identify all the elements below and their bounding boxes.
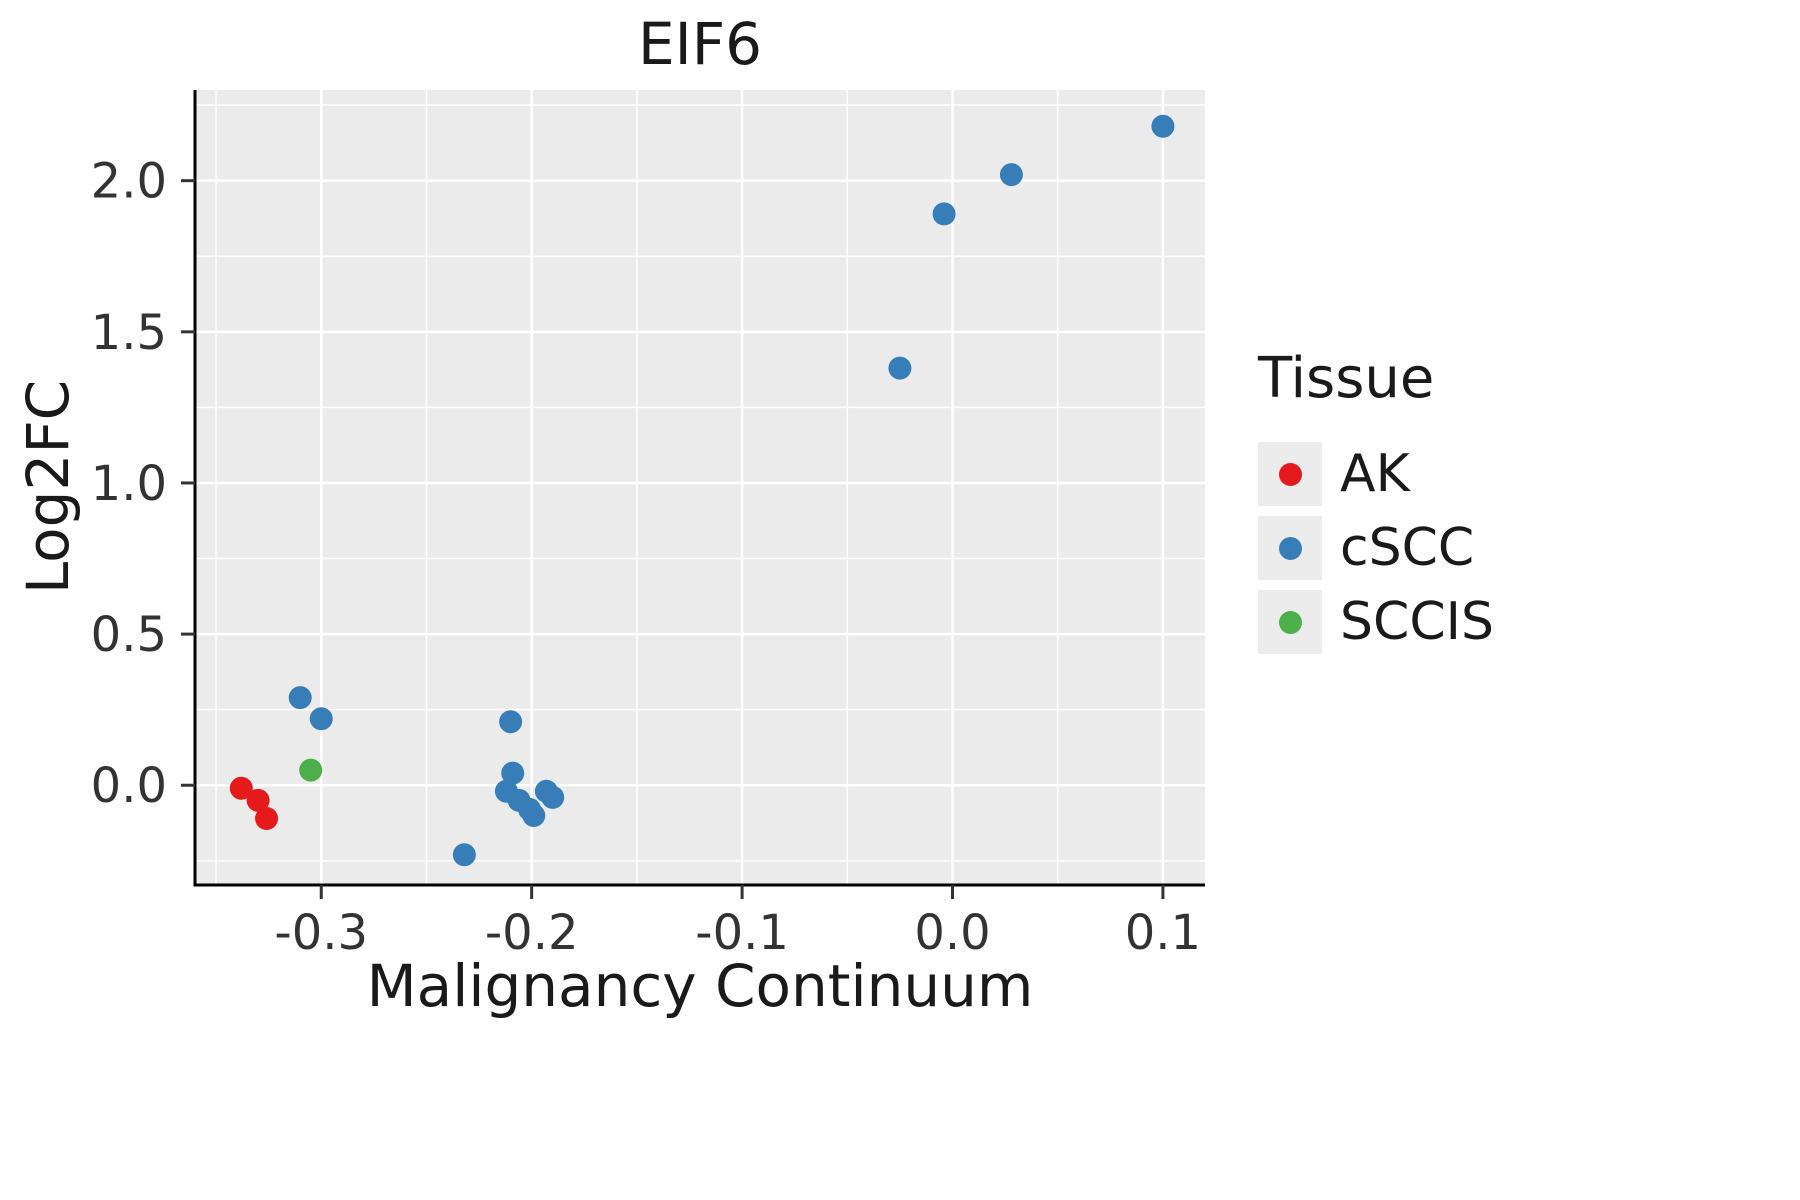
- legend-item-cSCC: cSCC: [1258, 511, 1494, 585]
- legend-item-AK: AK: [1258, 437, 1494, 511]
- legend-label-cSCC: cSCC: [1340, 518, 1475, 578]
- legend-dot-icon-SCCIS: [1278, 610, 1302, 634]
- legend-key-cSCC: [1258, 516, 1322, 580]
- legend-label-SCCIS: SCCIS: [1340, 592, 1494, 652]
- data-point-cSCC: [888, 356, 912, 380]
- x-tick-label: 0.1: [1125, 905, 1201, 961]
- data-point-AK: [255, 806, 279, 830]
- y-tick-label: 0.0: [91, 758, 167, 814]
- data-point-AK: [229, 776, 253, 800]
- x-axis-label: Malignancy Continuum: [366, 952, 1034, 1020]
- y-tick-label: 2.0: [91, 154, 167, 210]
- x-tick-label: -0.3: [274, 905, 368, 961]
- x-tick-label: 0.0: [914, 905, 990, 961]
- x-tick-label: -0.2: [485, 905, 579, 961]
- data-point-cSCC: [932, 202, 956, 226]
- data-point-cSCC: [452, 843, 476, 867]
- data-point-cSCC: [309, 707, 333, 731]
- data-point-cSCC: [541, 785, 565, 809]
- data-point-cSCC: [1151, 114, 1175, 138]
- data-point-cSCC: [999, 163, 1023, 187]
- legend: Tissue AK cSCC SCCIS: [1258, 346, 1494, 659]
- y-tick-label: 0.5: [91, 607, 167, 663]
- legend-dot-icon-AK: [1278, 462, 1302, 486]
- chart-title: EIF6: [637, 10, 763, 78]
- data-point-AK: [246, 788, 270, 812]
- plot-panel: [195, 90, 1205, 885]
- legend-item-SCCIS: SCCIS: [1258, 585, 1494, 659]
- data-point-cSCC: [499, 710, 523, 734]
- legend-label-AK: AK: [1340, 444, 1410, 504]
- legend-title: Tissue: [1258, 346, 1435, 411]
- y-tick-label: 1.0: [91, 456, 167, 512]
- data-point-cSCC: [288, 686, 312, 710]
- data-point-cSCC: [501, 761, 525, 785]
- legend-key-SCCIS: [1258, 590, 1322, 654]
- legend-key-AK: [1258, 442, 1322, 506]
- legend-dot-icon-cSCC: [1278, 536, 1302, 560]
- y-tick-label: 1.5: [91, 305, 167, 361]
- x-tick-label: -0.1: [695, 905, 789, 961]
- y-axis-label: Log2FC: [14, 379, 82, 595]
- data-point-SCCIS: [299, 758, 323, 782]
- data-point-cSCC: [522, 803, 546, 827]
- legend-items: AK cSCC SCCIS: [1258, 437, 1494, 659]
